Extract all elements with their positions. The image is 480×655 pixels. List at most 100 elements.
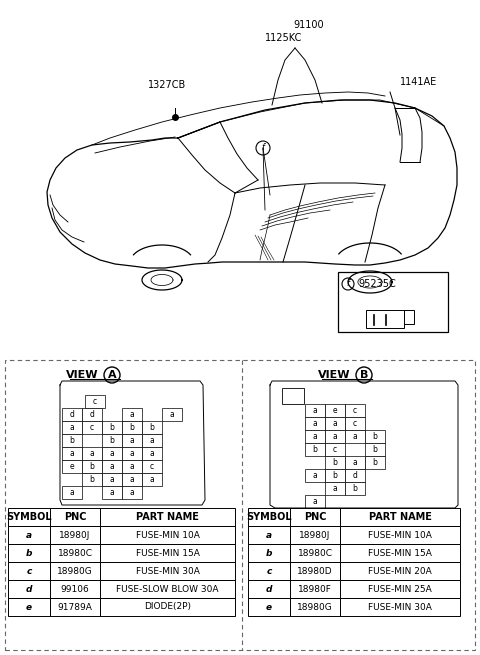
Bar xyxy=(325,482,345,495)
Bar xyxy=(325,404,345,417)
Bar xyxy=(142,460,162,473)
Text: a: a xyxy=(70,423,74,432)
Text: b: b xyxy=(372,458,377,467)
Text: a: a xyxy=(109,488,114,497)
Text: f: f xyxy=(262,143,264,153)
Bar xyxy=(100,580,235,598)
Text: a: a xyxy=(130,449,134,458)
Bar xyxy=(62,460,82,473)
Text: c: c xyxy=(266,567,272,576)
Bar xyxy=(305,443,325,456)
Bar xyxy=(50,508,100,526)
Bar xyxy=(325,430,345,443)
Bar xyxy=(50,580,100,598)
Text: a: a xyxy=(353,432,358,441)
Text: a: a xyxy=(26,531,32,540)
Text: a: a xyxy=(333,484,337,493)
Text: FUSE-MIN 10A: FUSE-MIN 10A xyxy=(368,531,432,540)
Bar xyxy=(325,469,345,482)
Bar xyxy=(8,598,50,616)
Text: a: a xyxy=(312,406,317,415)
Bar xyxy=(102,486,122,499)
Bar xyxy=(62,408,82,421)
Text: a: a xyxy=(312,497,317,506)
Text: 95235C: 95235C xyxy=(358,279,396,289)
Text: a: a xyxy=(130,488,134,497)
Bar xyxy=(82,408,102,421)
Bar xyxy=(122,408,142,421)
Bar xyxy=(248,526,290,544)
Text: f: f xyxy=(347,280,349,288)
Text: FUSE-MIN 25A: FUSE-MIN 25A xyxy=(368,584,432,593)
Text: b: b xyxy=(353,484,358,493)
Text: VIEW: VIEW xyxy=(318,370,350,380)
Text: 1125KC: 1125KC xyxy=(265,33,302,43)
Bar xyxy=(82,473,102,486)
Text: a: a xyxy=(150,475,155,484)
Bar xyxy=(340,526,460,544)
Bar xyxy=(248,562,290,580)
Bar xyxy=(345,430,365,443)
Text: FUSE-MIN 30A: FUSE-MIN 30A xyxy=(135,567,199,576)
Text: 18980F: 18980F xyxy=(298,584,332,593)
Text: b: b xyxy=(150,423,155,432)
Bar xyxy=(8,508,50,526)
Bar xyxy=(62,434,82,447)
Text: B: B xyxy=(360,370,368,380)
Text: a: a xyxy=(130,475,134,484)
Bar xyxy=(290,526,340,544)
Text: b: b xyxy=(372,432,377,441)
Text: FUSE-SLOW BLOW 30A: FUSE-SLOW BLOW 30A xyxy=(116,584,219,593)
Bar xyxy=(8,562,50,580)
Text: e: e xyxy=(333,406,337,415)
Bar xyxy=(82,447,102,460)
Bar xyxy=(82,421,102,434)
Text: c: c xyxy=(353,419,357,428)
Text: a: a xyxy=(150,449,155,458)
Bar xyxy=(365,430,385,443)
Bar xyxy=(290,598,340,616)
Text: 99106: 99106 xyxy=(60,584,89,593)
Bar xyxy=(340,598,460,616)
Text: b: b xyxy=(26,548,32,557)
Text: c: c xyxy=(93,397,97,406)
Text: a: a xyxy=(109,449,114,458)
Text: e: e xyxy=(26,603,32,612)
Text: a: a xyxy=(90,449,95,458)
Text: a: a xyxy=(109,475,114,484)
Bar xyxy=(100,562,235,580)
Bar xyxy=(8,526,50,544)
Text: c: c xyxy=(353,406,357,415)
Text: b: b xyxy=(130,423,134,432)
Bar xyxy=(122,447,142,460)
Bar xyxy=(122,460,142,473)
Text: d: d xyxy=(90,410,95,419)
Bar xyxy=(345,404,365,417)
Bar xyxy=(248,598,290,616)
Text: a: a xyxy=(150,436,155,445)
Text: a: a xyxy=(109,462,114,471)
Text: PNC: PNC xyxy=(64,512,86,522)
Text: VIEW: VIEW xyxy=(66,370,98,380)
Bar xyxy=(290,580,340,598)
Text: a: a xyxy=(70,449,74,458)
Bar xyxy=(102,421,122,434)
Bar xyxy=(122,486,142,499)
Bar xyxy=(100,544,235,562)
Bar xyxy=(50,544,100,562)
Bar xyxy=(102,434,122,447)
Text: d: d xyxy=(26,584,32,593)
Text: d: d xyxy=(70,410,74,419)
Bar xyxy=(305,417,325,430)
Text: a: a xyxy=(266,531,272,540)
Text: a: a xyxy=(70,488,74,497)
Bar xyxy=(122,473,142,486)
Bar xyxy=(345,417,365,430)
Text: 1327CB: 1327CB xyxy=(148,80,186,90)
Bar xyxy=(248,544,290,562)
Text: 18980J: 18980J xyxy=(60,531,91,540)
Text: FUSE-MIN 20A: FUSE-MIN 20A xyxy=(368,567,432,576)
Bar xyxy=(248,580,290,598)
Text: c: c xyxy=(26,567,32,576)
Text: a: a xyxy=(130,462,134,471)
